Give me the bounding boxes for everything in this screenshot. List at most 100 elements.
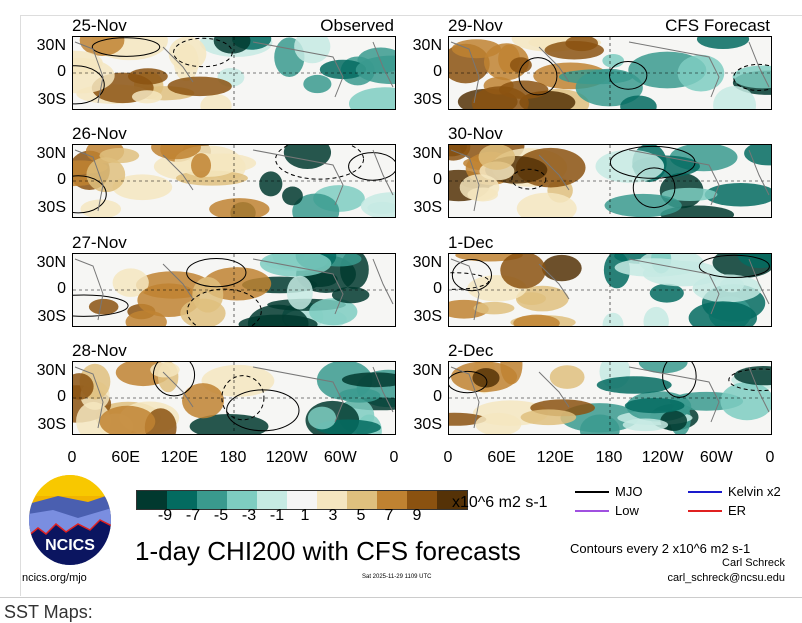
lat-label: 30S: [413, 308, 442, 325]
contours-note: Contours every 2 x10^6 m2 s-1: [570, 541, 751, 556]
colorbar-swatch: [257, 491, 287, 509]
timestamp: Sat 2025-11-29 1109 UTC: [362, 574, 432, 580]
lon-label: 120E: [536, 449, 575, 466]
anomaly-blob: [614, 258, 693, 277]
anomaly-blob: [549, 365, 585, 389]
anomaly-blob: [286, 275, 313, 310]
anomaly-blob: [459, 174, 500, 201]
anomaly-blob: [180, 298, 226, 326]
panel-date: 26-Nov: [72, 124, 127, 143]
lat-label: 30S: [37, 199, 66, 216]
map-panel: [72, 36, 396, 110]
anomaly-blob: [541, 254, 582, 282]
map-panel: [72, 144, 396, 218]
anomaly-blob: [744, 145, 771, 166]
anomaly-blob: [191, 153, 212, 178]
lat-label: 0: [433, 388, 442, 405]
anomaly-blob: [513, 314, 560, 326]
colorbar-label: -1: [269, 507, 285, 524]
anomaly-blob: [688, 301, 758, 326]
anomaly-blob: [558, 69, 633, 85]
coastlines: [450, 258, 770, 321]
anomaly-blob: [500, 362, 523, 385]
contour-line: [221, 375, 265, 421]
lat-label: 30N: [412, 362, 442, 379]
anomaly-blob: [200, 93, 232, 109]
anomaly-blob: [704, 182, 771, 207]
anomaly-blob: [259, 171, 283, 197]
anomaly-blob: [355, 55, 395, 85]
anomaly-blob: [88, 298, 119, 315]
lat-label: 0: [57, 63, 66, 80]
lat-label: 0: [433, 280, 442, 297]
anomaly-blob: [73, 373, 94, 400]
figure-title: 1-day CHI200 with CFS forecasts: [135, 536, 521, 566]
map-panel: [448, 361, 772, 435]
colorbar-label: 3: [328, 507, 338, 524]
legend-line: [575, 509, 609, 512]
anomaly-blob: [282, 186, 303, 206]
contour-line: [733, 63, 771, 91]
panel-date: 29-Nov: [448, 16, 503, 35]
anomaly-blob: [649, 283, 684, 303]
legend-line: [688, 509, 722, 512]
anomaly-blob: [449, 145, 471, 161]
anomaly-blob: [309, 298, 358, 326]
anomaly-blob: [475, 412, 522, 434]
anomaly-blob: [201, 364, 275, 397]
colorbar-swatch: [377, 491, 407, 509]
anomaly-blob: [471, 86, 529, 109]
contour-line: [73, 294, 129, 317]
anomaly-blob: [602, 312, 624, 326]
contour-line: [449, 370, 488, 394]
anomaly-blob: [478, 145, 516, 170]
contour-line: [632, 167, 676, 209]
anomaly-blob: [602, 53, 625, 68]
anomaly-blob: [473, 301, 515, 315]
anomaly-blob: [500, 254, 546, 289]
panel-tag: Observed: [320, 16, 394, 35]
lat-label: 0: [57, 171, 66, 188]
lon-label: 60E: [487, 449, 516, 466]
anomaly-blob: [661, 187, 718, 202]
colorbar-label: -3: [241, 507, 257, 524]
lat-label: 30S: [37, 416, 66, 433]
anomaly-blob: [209, 198, 270, 217]
contour-line: [226, 389, 300, 432]
anomaly-blob: [517, 292, 546, 305]
legend-label: MJO: [615, 484, 643, 499]
contour-line: [518, 57, 558, 96]
anomaly-blob: [294, 37, 331, 64]
anomaly-blob: [213, 37, 251, 54]
lat-label: 0: [433, 63, 442, 80]
legend-label: ER: [728, 503, 747, 518]
anomaly-blob: [338, 388, 381, 403]
anomaly-blob: [737, 254, 771, 269]
lon-label: 120E: [160, 449, 199, 466]
legend-label: Kelvin x2: [728, 484, 781, 499]
lat-label: 30N: [36, 362, 66, 379]
colorbar-label: 1: [300, 507, 310, 524]
logo-text: NCICS: [45, 537, 95, 554]
panel-date: 28-Nov: [72, 341, 127, 360]
author-email[interactable]: carl_schreck@ncsu.edu: [667, 572, 785, 584]
site-link[interactable]: ncics.org/mjo: [22, 572, 87, 584]
lat-label: 30S: [37, 91, 66, 108]
divider: [0, 597, 802, 598]
lon-label: 60W: [699, 449, 733, 466]
panel-date: 1-Dec: [448, 233, 494, 252]
map-panel: [72, 361, 396, 435]
anomaly-blob: [79, 37, 125, 56]
coastlines: [450, 149, 770, 212]
anomaly-blob: [182, 383, 224, 419]
colorbar-label: -5: [213, 507, 229, 524]
anomaly-blob: [565, 37, 599, 52]
contour-line: [73, 175, 107, 214]
anomaly-blob: [150, 362, 180, 378]
lon-label: 120W: [641, 449, 684, 466]
lat-label: 30S: [37, 308, 66, 325]
lon-label: 0: [67, 449, 77, 466]
coastlines: [450, 41, 770, 104]
lat-label: 0: [57, 280, 66, 297]
legend-label: Low: [615, 503, 639, 518]
